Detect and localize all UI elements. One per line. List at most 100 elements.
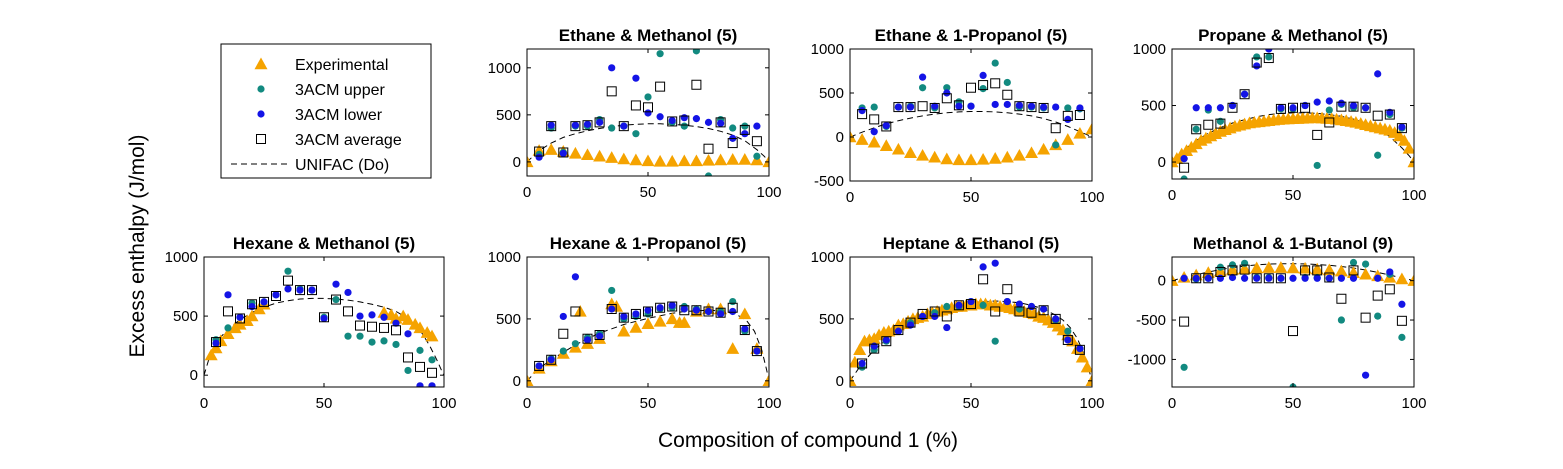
- point-3acm-average: [1275, 103, 1286, 114]
- point-3acm-upper: [704, 172, 713, 176]
- point-experimental: [413, 321, 427, 334]
- y-tick-label: 0: [1158, 154, 1166, 171]
- point-3acm-lower: [1052, 103, 1060, 111]
- point-experimental: [964, 153, 978, 166]
- point-3acm-lower: [644, 306, 652, 314]
- point-3acm-average: [1026, 102, 1037, 113]
- point-3acm-lower: [668, 301, 676, 309]
- point-3acm-lower: [368, 311, 376, 319]
- point-experimental: [233, 317, 247, 330]
- legend-marker: [257, 110, 265, 118]
- y-axis-label: Excess enthalpy (J/mol): [126, 135, 149, 358]
- point-3acm-average: [1215, 266, 1226, 277]
- point-3acm-average: [1002, 284, 1013, 295]
- point-3acm-average: [1251, 57, 1262, 68]
- point-3acm-average: [966, 82, 976, 93]
- point-3acm-average: [1062, 334, 1073, 345]
- point-3acm-average: [331, 294, 341, 305]
- point-3acm-lower: [620, 312, 628, 321]
- point-experimental: [1172, 274, 1179, 286]
- point-3acm-lower: [1398, 300, 1406, 308]
- point-3acm-average: [1348, 101, 1359, 112]
- point-3acm-average: [606, 86, 617, 97]
- point-3acm-average: [1203, 119, 1214, 130]
- legend-marker: [254, 57, 268, 70]
- point-3acm-average: [978, 274, 989, 285]
- point-3acm-lower: [559, 312, 567, 321]
- panel-methanol-1-butanol-9: Methanol & 1-Butanol (9) 0 50 100 -1000 -500 0: [1128, 234, 1427, 412]
- x-tick-label: 0: [846, 395, 854, 412]
- point-3acm-upper: [416, 346, 424, 354]
- point-3acm-upper: [571, 340, 580, 348]
- point-3acm-average: [630, 100, 641, 111]
- point-3acm-average: [1384, 109, 1395, 120]
- point-3acm-average: [618, 121, 629, 132]
- point-3acm-lower: [1027, 302, 1036, 311]
- point-3acm-upper: [1398, 333, 1406, 341]
- point-3acm-lower: [741, 325, 749, 333]
- point-experimental: [425, 329, 439, 342]
- legend-entry-unifac-do: UNIFAC (Do): [231, 157, 389, 174]
- point-3acm-average: [679, 115, 690, 126]
- point-3acm-lower: [858, 107, 866, 115]
- legend-box: [220, 43, 432, 179]
- point-3acm-average: [966, 299, 976, 310]
- point-3acm-upper: [1374, 151, 1382, 159]
- point-3acm-average: [1074, 344, 1085, 355]
- x-tick-label: 0: [1168, 395, 1176, 412]
- point-3acm-upper: [741, 122, 749, 130]
- point-experimental: [1238, 262, 1252, 275]
- point-3acm-average: [427, 367, 437, 378]
- plot-area: [850, 259, 1092, 387]
- y-tick-label: 1000: [488, 249, 521, 266]
- panel-title: Heptane & Ethanol (5): [883, 234, 1060, 253]
- point-3acm-lower: [1362, 371, 1370, 379]
- point-3acm-lower: [1301, 274, 1309, 282]
- legend-entry-experimental: Experimental: [254, 57, 388, 74]
- y-tick-label: 1000: [811, 249, 844, 266]
- x-tick-label: 0: [523, 395, 531, 412]
- x-tick-label: 50: [1285, 395, 1302, 412]
- point-3acm-lower: [583, 336, 592, 344]
- point-3acm-average: [643, 306, 653, 317]
- y-tick-label: -500: [1136, 312, 1166, 329]
- point-experimental: [1286, 261, 1300, 274]
- x-tick-label: 100: [1401, 187, 1426, 204]
- x-tick-label: 100: [756, 395, 781, 412]
- point-3acm-upper: [1052, 141, 1060, 149]
- point-3acm-average: [751, 346, 762, 357]
- y-tick-label: 0: [513, 154, 521, 171]
- unifac-line: [850, 111, 1092, 138]
- point-3acm-average: [594, 330, 605, 340]
- point-3acm-lower: [1325, 274, 1333, 282]
- y-tick-label: -1000: [1128, 351, 1166, 368]
- point-3acm-lower: [1265, 49, 1273, 53]
- point-3acm-average: [1179, 162, 1190, 173]
- point-3acm-lower: [955, 102, 963, 110]
- panel-title: Ethane & Methanol (5): [559, 26, 738, 45]
- point-3acm-upper: [1349, 258, 1358, 267]
- point-experimental: [653, 314, 667, 327]
- point-3acm-average: [1372, 290, 1383, 301]
- point-3acm-lower: [919, 73, 927, 81]
- point-3acm-average: [1014, 306, 1025, 317]
- point-3acm-lower: [1241, 90, 1249, 98]
- point-3acm-average: [869, 343, 880, 354]
- point-3acm-lower: [717, 310, 725, 318]
- point-experimental: [1201, 266, 1215, 278]
- point-3acm-average: [1324, 117, 1335, 128]
- point-experimental: [879, 139, 893, 151]
- point-experimental: [568, 146, 582, 159]
- point-3acm-upper: [356, 332, 364, 340]
- point-experimental: [714, 153, 728, 166]
- point-3acm-upper: [1362, 260, 1370, 268]
- point-3acm-lower: [1289, 104, 1297, 112]
- panel-ethane-1-propanol-5: Ethane & 1-Propanol (5)0 50 100-5000500100…: [811, 26, 1105, 206]
- point-experimental: [401, 313, 415, 325]
- point-3acm-lower: [1349, 274, 1358, 282]
- point-3acm-upper: [979, 301, 987, 309]
- point-3acm-average: [881, 121, 892, 132]
- point-3acm-lower: [272, 291, 280, 299]
- point-experimental: [1298, 261, 1312, 274]
- point-experimental: [605, 151, 619, 163]
